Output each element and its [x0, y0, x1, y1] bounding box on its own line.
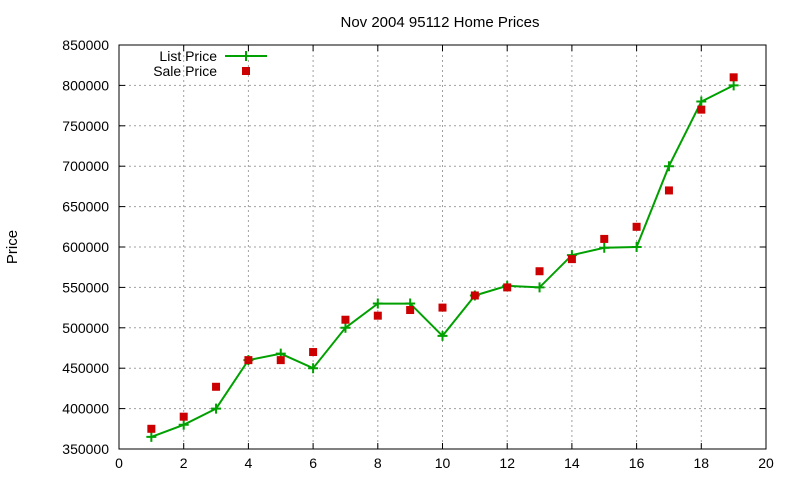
- legend-label-sale-price: Sale Price: [153, 63, 217, 79]
- sale-price-point: [470, 291, 479, 300]
- sale-price-point: [697, 105, 706, 114]
- sale-price-point: [406, 306, 415, 315]
- y-tick-label: 450000: [62, 360, 109, 376]
- sale-price-point: [729, 73, 738, 82]
- list-price-point: [534, 282, 545, 293]
- sale-price-point: [179, 412, 188, 421]
- y-tick-label: 800000: [62, 77, 109, 93]
- y-tick-label: 850000: [62, 37, 109, 53]
- sale-price-point: [664, 186, 673, 195]
- x-tick-label: 12: [499, 455, 515, 471]
- legend-label-list-price: List Price: [159, 48, 217, 64]
- x-tick-label: 18: [694, 455, 710, 471]
- list-price-point: [308, 363, 319, 374]
- x-tick-label: 4: [245, 455, 253, 471]
- y-tick-label: 650000: [62, 199, 109, 215]
- x-tick-label: 6: [309, 455, 317, 471]
- x-tick-label: 2: [180, 455, 188, 471]
- x-tick-label: 16: [629, 455, 645, 471]
- sale-price-point: [632, 222, 641, 231]
- x-tick-label: 10: [435, 455, 451, 471]
- y-tick-label: 350000: [62, 441, 109, 457]
- list-price-point: [211, 403, 222, 414]
- list-price-point: [696, 96, 707, 107]
- list-price-point: [728, 80, 739, 91]
- y-tick-label: 500000: [62, 320, 109, 336]
- x-tick-label: 8: [374, 455, 382, 471]
- sale-price-point: [276, 356, 285, 365]
- sale-price-point: [600, 234, 609, 243]
- x-tick-label: 0: [115, 455, 123, 471]
- legend-swatch-list-price-marker: [241, 51, 251, 61]
- grid: [119, 45, 766, 449]
- legend: List Price Sale Price: [153, 48, 267, 79]
- sale-price-point: [244, 356, 253, 365]
- y-tick-label: 750000: [62, 118, 109, 134]
- list-price-point: [631, 242, 642, 252]
- sale-price-point: [147, 424, 156, 433]
- sale-price-point: [212, 382, 221, 391]
- list-price-point: [340, 322, 351, 333]
- list-price-point: [663, 161, 674, 172]
- y-axis-label: Price: [4, 230, 21, 264]
- sale-price-point: [535, 267, 544, 276]
- y-tick-label: 400000: [62, 401, 109, 417]
- sale-price-point: [503, 283, 512, 292]
- list-price-point: [437, 330, 448, 341]
- sale-price-point: [567, 255, 576, 264]
- list-price-point: [599, 242, 610, 253]
- x-tick-label: 20: [758, 455, 774, 471]
- series: [146, 73, 739, 442]
- sale-price-point: [341, 315, 350, 324]
- sale-price-point: [309, 348, 318, 357]
- y-tick-label: 600000: [62, 239, 109, 255]
- sale-price-point: [373, 311, 382, 320]
- sale-price-point: [438, 303, 447, 312]
- list-price-point: [146, 431, 157, 442]
- list-price-point: [372, 298, 383, 309]
- y-tick-label: 700000: [62, 158, 109, 174]
- y-tick-label: 550000: [62, 279, 109, 295]
- x-tick-label: 14: [564, 455, 580, 471]
- ticks: 0 2 4 6 8 10 12 14 16 18 20 350000 400000 450000 50000…: [62, 37, 774, 471]
- chart-title: Nov 2004 95112 Home Prices: [341, 14, 540, 31]
- list-price-point: [178, 419, 189, 430]
- legend-swatch-sale-price-marker: [242, 67, 250, 75]
